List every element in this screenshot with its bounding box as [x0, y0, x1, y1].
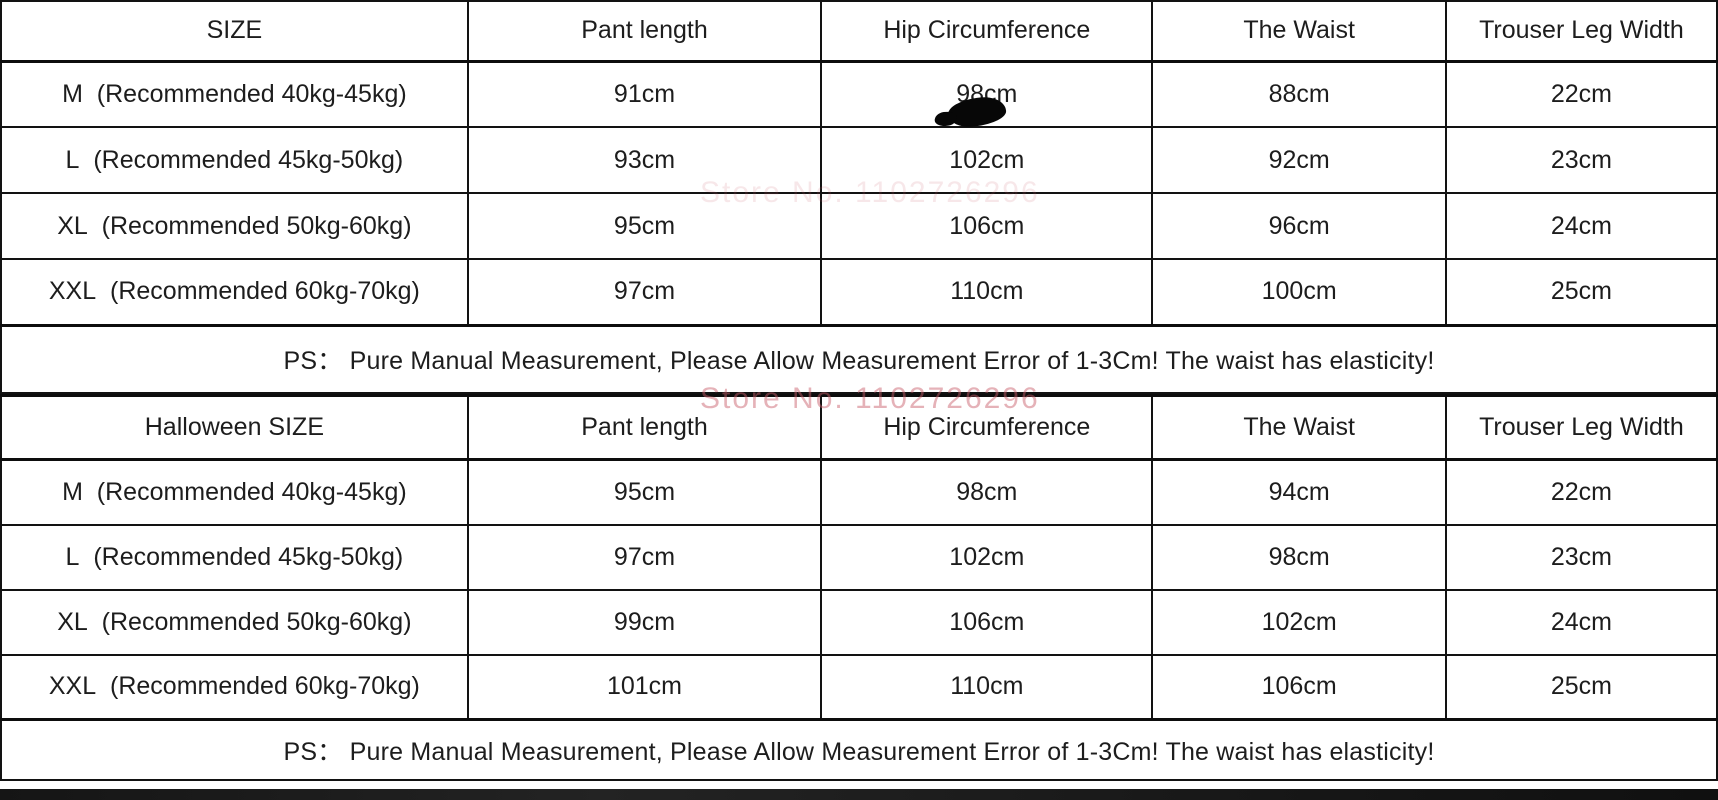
measurement-cell: 91cm	[466, 60, 823, 128]
size-label-cell: XXL (Recommended 60kg-70kg)	[0, 653, 469, 721]
measurement-cell: 102cm	[1151, 588, 1447, 656]
note-row: PS： Pure Manual Measurement, Please Allo…	[0, 323, 1718, 394]
measurement-cell: 24cm	[1444, 192, 1718, 260]
header-cell: The Waist	[1151, 0, 1447, 63]
measurement-cell: 110cm	[820, 258, 1154, 326]
measurement-cell: 97cm	[466, 258, 823, 326]
table-header-row: Halloween SIZE Pant length Hip Circumferen…	[0, 394, 1718, 461]
header-cell: Trouser Leg Width	[1444, 394, 1718, 461]
measurement-cell: 25cm	[1444, 653, 1718, 721]
measurement-note: PS： Pure Manual Measurement, Please Allo…	[0, 323, 1718, 394]
header-cell: Pant length	[466, 394, 823, 461]
measurement-cell: 106cm	[820, 192, 1154, 260]
measurement-cell: 106cm	[820, 588, 1154, 656]
measurement-cell: 22cm	[1444, 458, 1718, 526]
size-row: XXL (Recommended 60kg-70kg) 97cm 110cm 100c…	[0, 258, 1718, 326]
measurement-cell: 94cm	[1151, 458, 1447, 526]
size-label-cell: XXL (Recommended 60kg-70kg)	[0, 258, 469, 326]
header-cell: SIZE	[0, 0, 469, 63]
measurement-cell: 23cm	[1444, 126, 1718, 194]
size-label-cell: M (Recommended 40kg-45kg)	[0, 458, 469, 526]
measurement-cell: 93cm	[466, 126, 823, 194]
measurement-cell: 110cm	[820, 653, 1154, 721]
measurement-cell: 96cm	[1151, 192, 1447, 260]
header-cell: Hip Circumference	[820, 394, 1154, 461]
measurement-cell: 102cm	[820, 523, 1154, 591]
measurement-cell: 23cm	[1444, 523, 1718, 591]
measurement-cell: 98cm	[820, 458, 1154, 526]
size-row: L (Recommended 45kg-50kg) 93cm 102cm 92cm 23…	[0, 126, 1718, 194]
size-label-cell: L (Recommended 45kg-50kg)	[0, 523, 469, 591]
note-row: PS： Pure Manual Measurement, Please Allo…	[0, 718, 1718, 781]
measurement-cell: 102cm	[820, 126, 1154, 194]
measurement-cell: 88cm	[1151, 60, 1447, 128]
measurement-cell: 24cm	[1444, 588, 1718, 656]
size-label-cell: M (Recommended 40kg-45kg)	[0, 60, 469, 128]
header-cell: Halloween SIZE	[0, 394, 469, 461]
measurement-cell: 92cm	[1151, 126, 1447, 194]
size-row: L (Recommended 45kg-50kg) 97cm 102cm 98cm 23…	[0, 523, 1718, 591]
table-header-row: SIZE Pant length Hip Circumference The Wais…	[0, 0, 1718, 63]
size-row: XXL (Recommended 60kg-70kg) 101cm 110cm 106…	[0, 653, 1718, 721]
header-cell: The Waist	[1151, 394, 1447, 461]
measurement-cell: 99cm	[466, 588, 823, 656]
header-cell: Trouser Leg Width	[1444, 0, 1718, 63]
size-table-halloween: Halloween SIZE Pant length Hip Circumferen…	[0, 394, 1718, 781]
size-row: XL (Recommended 50kg-60kg) 95cm 106cm 96cm 2…	[0, 192, 1718, 260]
measurement-cell: 106cm	[1151, 653, 1447, 721]
measurement-cell: 101cm	[466, 653, 823, 721]
size-label-cell: XL (Recommended 50kg-60kg)	[0, 588, 469, 656]
size-row: M (Recommended 40kg-45kg) 91cm 98cm 88cm 22c…	[0, 60, 1718, 128]
measurement-cell: 95cm	[466, 458, 823, 526]
measurement-cell: 25cm	[1444, 258, 1718, 326]
measurement-cell: 97cm	[466, 523, 823, 591]
measurement-cell: 22cm	[1444, 60, 1718, 128]
measurement-note: PS： Pure Manual Measurement, Please Allo…	[0, 718, 1718, 781]
size-row: XL (Recommended 50kg-60kg) 99cm 106cm 102cm…	[0, 588, 1718, 656]
measurement-cell: 95cm	[466, 192, 823, 260]
measurement-cell: 98cm	[1151, 523, 1447, 591]
size-table-regular: SIZE Pant length Hip Circumference The Wais…	[0, 0, 1718, 394]
size-row: M (Recommended 40kg-45kg) 95cm 98cm 94cm 22c…	[0, 458, 1718, 526]
header-cell: Pant length	[466, 0, 823, 63]
measurement-cell: 100cm	[1151, 258, 1447, 326]
size-label-cell: L (Recommended 45kg-50kg)	[0, 126, 469, 194]
size-label-cell: XL (Recommended 50kg-60kg)	[0, 192, 469, 260]
header-cell: Hip Circumference	[820, 0, 1154, 63]
bottom-crop-bar	[0, 789, 1718, 800]
